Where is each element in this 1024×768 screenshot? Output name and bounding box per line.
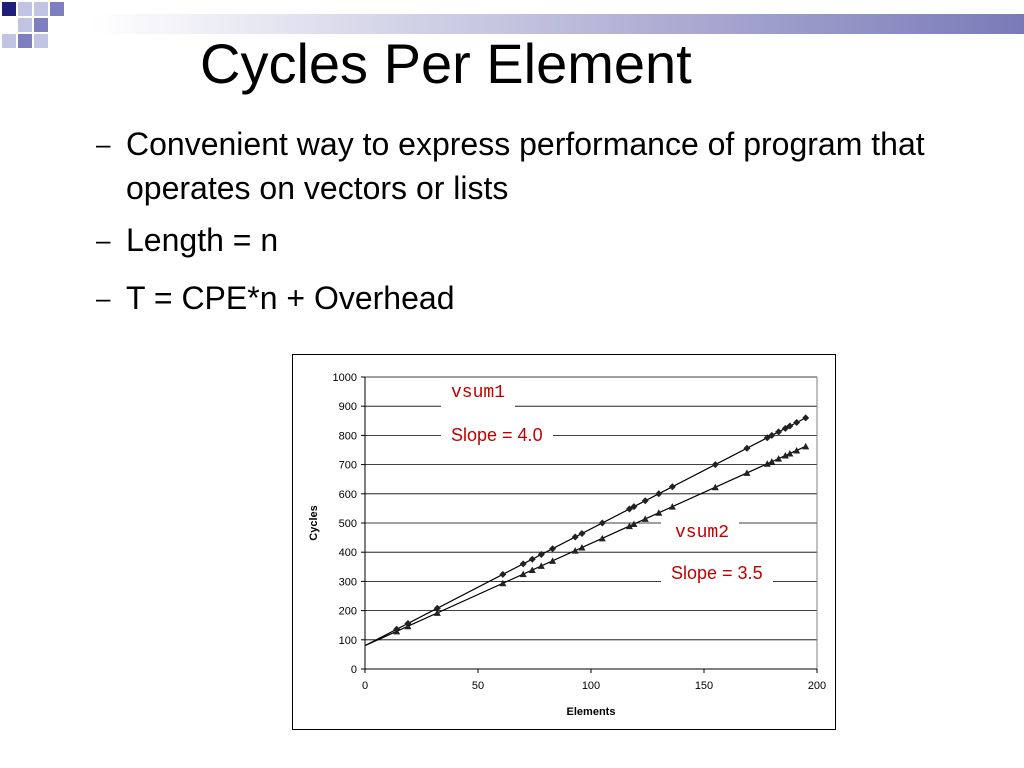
data-point-vsum2 — [578, 544, 586, 551]
data-point-vsum2 — [781, 452, 789, 459]
data-point-vsum1 — [578, 530, 586, 538]
bullet-dash: – — [96, 225, 111, 255]
data-point-vsum1 — [775, 428, 783, 436]
decor-square — [2, 34, 16, 48]
data-point-vsum1 — [743, 444, 751, 452]
data-point-vsum2 — [802, 442, 810, 450]
data-point-vsum2 — [537, 562, 545, 569]
data-point-vsum1 — [768, 431, 776, 439]
y-tick-label: 600 — [339, 489, 357, 501]
bullet-list: – Convenient way to express performance … — [96, 122, 996, 320]
data-point-vsum2 — [641, 515, 649, 522]
x-tick-label: 200 — [808, 680, 826, 692]
vsum2-slope-label: Slope = 3.5 — [661, 559, 773, 590]
decor-square — [50, 2, 64, 16]
y-tick-label: 200 — [339, 606, 357, 618]
data-point-vsum2 — [793, 446, 801, 454]
data-point-vsum2 — [768, 458, 776, 465]
trend-line-vsum1 — [364, 417, 806, 647]
cycles-chart: 0 100 200 300 400 500 600 700 800 900 1000 0 50 100 15… — [308, 372, 826, 718]
x-axis-label: Elements — [567, 706, 616, 718]
y-tick-label: 500 — [339, 518, 357, 530]
bullet-dash: – — [96, 129, 111, 159]
data-point-vsum2 — [519, 570, 527, 578]
vsum1-label: vsum1 — [441, 379, 516, 409]
y-axis-label: Cycles — [308, 505, 320, 540]
data-point-vsum1 — [802, 414, 810, 422]
y-tick-label: 800 — [339, 430, 357, 442]
x-tick-label: 0 — [362, 680, 368, 692]
trend-line-vsum2 — [364, 445, 806, 647]
data-point-vsum2 — [763, 460, 771, 467]
y-tick-label: 400 — [339, 547, 357, 559]
y-tick-label: 700 — [339, 460, 357, 472]
bullet-dash: – — [96, 283, 111, 313]
data-point-vsum2 — [743, 469, 751, 476]
data-point-vsum1 — [571, 533, 579, 541]
data-point-vsum1 — [549, 545, 557, 553]
data-point-vsum2 — [499, 579, 507, 587]
x-tick-label: 150 — [695, 680, 713, 692]
x-tick-label: 50 — [472, 680, 484, 692]
vsum1-slope-label: Slope = 4.0 — [441, 421, 553, 452]
y-tick-label: 1000 — [333, 372, 357, 384]
data-point-vsum1 — [499, 570, 507, 578]
data-point-vsum1 — [528, 555, 536, 563]
data-point-vsum2 — [711, 483, 719, 491]
decor-square — [2, 2, 16, 16]
data-point-vsum2 — [655, 509, 663, 516]
data-point-vsum2 — [571, 547, 579, 554]
decor-square — [18, 34, 32, 48]
data-point-vsum1 — [641, 497, 649, 505]
slide-title: Cycles Per Element — [200, 32, 692, 95]
bullet-text: T = CPE*n + Overhead — [126, 280, 455, 316]
corner-decoration — [2, 2, 64, 48]
data-point-vsum1 — [711, 461, 719, 469]
data-point-vsum1 — [625, 505, 633, 513]
header-gradient-band — [92, 14, 1024, 34]
data-point-vsum2 — [393, 627, 401, 635]
decor-square — [18, 2, 32, 16]
data-point-vsum1 — [786, 422, 794, 430]
data-point-vsum1 — [630, 503, 638, 511]
data-point-vsum2 — [630, 520, 638, 528]
decor-square — [34, 2, 48, 16]
bullet-item: – Convenient way to express performance … — [96, 122, 996, 210]
data-point-vsum2 — [528, 566, 536, 574]
bullet-item: – T = CPE*n + Overhead — [96, 276, 996, 320]
data-point-vsum2 — [404, 622, 412, 630]
y-tick-label: 100 — [339, 635, 357, 647]
data-point-vsum2 — [433, 609, 441, 616]
data-point-vsum2 — [786, 450, 794, 457]
data-point-vsum1 — [763, 434, 771, 442]
y-tick-label: 900 — [339, 401, 357, 413]
data-point-vsum1 — [433, 604, 441, 612]
data-point-vsum1 — [655, 490, 663, 498]
bullet-item: – Length = n — [96, 218, 996, 262]
y-tick-label: 300 — [339, 576, 357, 588]
data-point-vsum1 — [598, 519, 606, 527]
vsum2-label: vsum2 — [661, 519, 740, 549]
data-point-vsum2 — [549, 557, 557, 564]
bullet-text: Length = n — [126, 222, 279, 258]
x-tick-label: 100 — [582, 680, 600, 692]
y-tick-label: 0 — [351, 664, 357, 676]
decor-square — [34, 18, 48, 32]
chart-container: 0 100 200 300 400 500 600 700 800 900 1000 0 50 100 15… — [292, 354, 836, 730]
bullet-text: Convenient way to express performance of… — [126, 126, 925, 206]
decor-square — [18, 18, 32, 32]
decor-square — [34, 34, 48, 48]
data-point-vsum2 — [625, 522, 633, 530]
data-point-vsum2 — [775, 455, 783, 462]
data-point-vsum1 — [668, 483, 676, 491]
data-point-vsum1 — [537, 551, 545, 559]
data-point-vsum2 — [598, 534, 606, 542]
data-point-vsum1 — [519, 560, 527, 568]
data-point-vsum2 — [668, 503, 676, 510]
data-point-vsum1 — [793, 419, 801, 427]
